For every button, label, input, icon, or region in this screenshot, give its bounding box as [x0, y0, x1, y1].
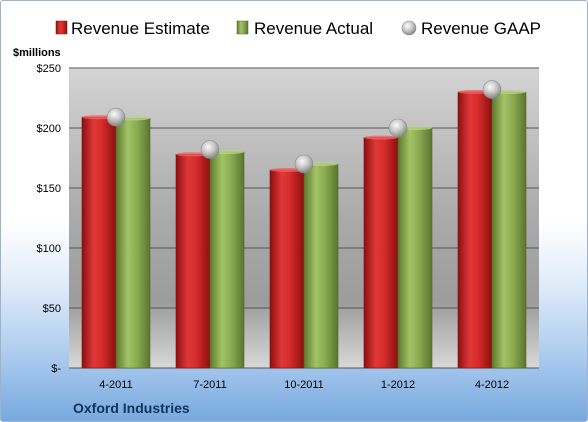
gaap-marker	[106, 107, 126, 127]
legend: Revenue Estimate Revenue Actual Revenue …	[55, 19, 541, 38]
gaap-markers	[106, 80, 502, 174]
x-tick-label: 10-2011	[284, 379, 324, 391]
gaap-marker	[294, 154, 314, 174]
y-axis-unit: $millions	[13, 47, 61, 59]
legend-item-gaap: Revenue GAAP	[401, 19, 541, 38]
x-tick-label: 4-2011	[99, 379, 132, 391]
gaap-marker	[200, 140, 220, 159]
estimate-bar	[363, 137, 399, 369]
actual-bar	[397, 127, 433, 369]
legend-swatch-estimate	[55, 20, 68, 35]
legend-swatch-actual	[236, 20, 249, 35]
y-tick-label: $50	[43, 303, 61, 315]
y-tick-label: $150	[37, 183, 61, 195]
bars	[81, 90, 527, 369]
gaap-marker	[388, 118, 408, 138]
x-axis-ticks: 4-2011 7-2011 10-2011 1-2012 4-2012	[99, 379, 509, 391]
y-tick-label: $200	[37, 123, 61, 135]
legend-marker-gaap	[401, 20, 417, 36]
estimate-bar-cap	[270, 168, 304, 172]
y-tick-label: $-	[51, 363, 61, 375]
estimate-bar	[175, 154, 211, 369]
company-name: Oxford Industries	[73, 400, 190, 416]
legend-label-actual: Revenue Actual	[254, 19, 373, 38]
y-tick-label: $250	[37, 63, 61, 75]
x-tick-label: 7-2011	[193, 379, 226, 391]
legend-item-estimate: Revenue Estimate	[55, 19, 210, 38]
legend-item-actual: Revenue Actual	[236, 19, 373, 38]
estimate-bar	[457, 91, 493, 369]
estimate-bar-cap	[364, 135, 398, 140]
estimate-bar	[269, 169, 305, 369]
actual-bar	[115, 118, 151, 369]
y-axis-ticks: $- $50 $100 $150 $200 $250	[37, 63, 62, 375]
estimate-bar-cap	[176, 152, 210, 157]
x-tick-label: 4-2012	[475, 379, 509, 391]
legend-label-estimate: Revenue Estimate	[71, 19, 210, 38]
actual-bar	[209, 151, 245, 369]
actual-bar	[303, 163, 339, 369]
x-tick-label: 1-2012	[381, 379, 415, 391]
actual-bar	[491, 91, 527, 369]
estimate-bar	[81, 116, 117, 369]
gaap-marker	[482, 80, 502, 99]
legend-label-gaap: Revenue GAAP	[421, 19, 541, 38]
y-tick-label: $100	[37, 243, 61, 255]
